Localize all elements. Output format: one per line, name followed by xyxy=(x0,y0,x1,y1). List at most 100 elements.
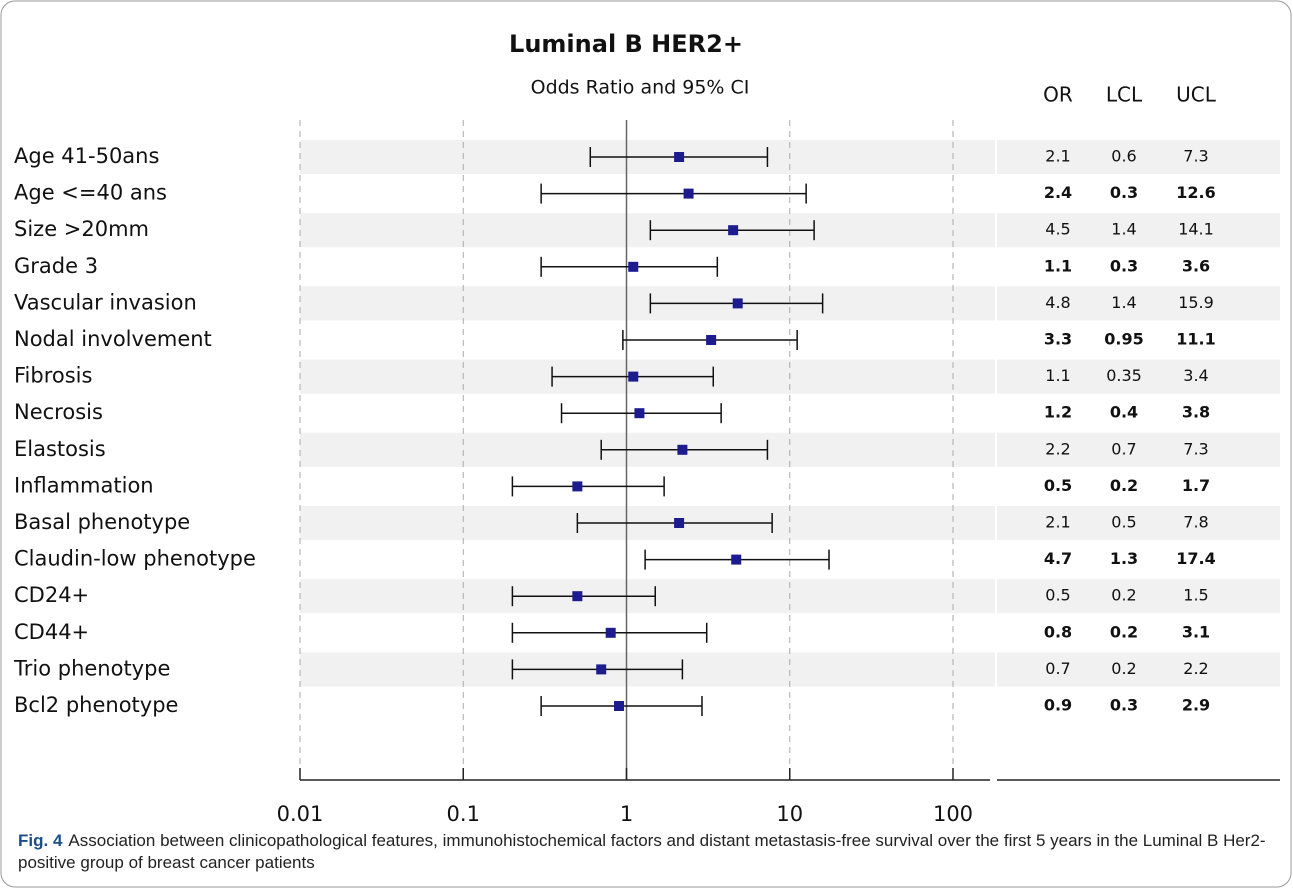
table-cell: 17.4 xyxy=(1176,549,1215,568)
table-cell: 0.4 xyxy=(1110,403,1138,422)
table-cell: 3.8 xyxy=(1182,403,1210,422)
row-label: Basal phenotype xyxy=(14,510,190,534)
table-header: UCL xyxy=(1176,83,1217,107)
table-cell: 0.3 xyxy=(1110,256,1138,275)
row-label: Age 41-50ans xyxy=(14,144,159,168)
row-band xyxy=(997,432,1280,467)
table-cell: 2.1 xyxy=(1045,513,1070,532)
row-band xyxy=(997,213,1280,248)
estimate-marker xyxy=(596,664,607,675)
table-header: OR xyxy=(1043,83,1073,107)
table-cell: 4.7 xyxy=(1044,549,1072,568)
table-cell: 7.3 xyxy=(1183,439,1208,458)
table-cell: 2.9 xyxy=(1182,696,1210,715)
row-label: Fibrosis xyxy=(14,364,92,388)
table-cell: 2.2 xyxy=(1183,659,1208,678)
table-cell: 7.8 xyxy=(1183,513,1208,532)
table-cell: 0.3 xyxy=(1110,183,1138,202)
x-tick-label: 0.1 xyxy=(447,802,480,826)
row-label: Age <=40 ans xyxy=(14,181,167,205)
estimate-marker xyxy=(732,298,743,309)
row-label: Necrosis xyxy=(14,400,103,424)
estimate-marker xyxy=(614,701,625,711)
table-cell: 0.5 xyxy=(1044,476,1072,495)
table-cell: 12.6 xyxy=(1176,183,1215,202)
row-band xyxy=(997,140,1280,174)
row-band xyxy=(997,652,1280,687)
table-cell: 1.7 xyxy=(1182,476,1210,495)
table-cell: 1.1 xyxy=(1044,256,1072,275)
row-label: Nodal involvement xyxy=(14,327,212,351)
estimate-marker xyxy=(706,335,717,345)
table-cell: 3.3 xyxy=(1044,330,1072,349)
table-cell: 4.8 xyxy=(1045,293,1070,312)
x-tick-label: 0.01 xyxy=(277,802,324,826)
table-cell: 0.8 xyxy=(1044,622,1072,641)
x-tick-label: 1 xyxy=(620,802,633,826)
x-tick-label: 100 xyxy=(933,802,973,826)
row-label: CD24+ xyxy=(14,583,89,607)
table-cell: 11.1 xyxy=(1176,330,1215,349)
row-band xyxy=(300,213,995,248)
table-cell: 1.4 xyxy=(1111,220,1136,239)
table-cell: 0.7 xyxy=(1045,659,1070,678)
estimate-marker xyxy=(628,261,639,272)
row-label: Bcl2 phenotype xyxy=(14,693,178,717)
row-label: Trio phenotype xyxy=(13,656,170,680)
row-label: Elastosis xyxy=(14,437,106,461)
table-cell: 0.95 xyxy=(1104,330,1143,349)
table-cell: 1.3 xyxy=(1110,549,1138,568)
estimate-marker xyxy=(634,408,645,419)
table-cell: 3.6 xyxy=(1182,256,1210,275)
table-cell: 0.2 xyxy=(1110,476,1138,495)
row-label: CD44+ xyxy=(14,620,89,644)
table-cell: 15.9 xyxy=(1178,293,1214,312)
estimate-marker xyxy=(677,444,688,455)
row-band xyxy=(997,359,1280,394)
chart-subtitle: Odds Ratio and 95% CI xyxy=(531,77,750,99)
caption-label: Fig. 4 xyxy=(18,831,63,850)
table-cell: 14.1 xyxy=(1178,220,1214,239)
table-cell: 1.1 xyxy=(1045,366,1070,385)
table-cell: 2.1 xyxy=(1045,147,1070,166)
estimate-marker xyxy=(728,225,739,236)
table-cell: 0.6 xyxy=(1111,147,1136,166)
table-cell: 2.2 xyxy=(1045,439,1070,458)
estimate-marker xyxy=(628,371,639,382)
table-cell: 0.2 xyxy=(1111,586,1136,605)
table-cell: 0.5 xyxy=(1111,513,1136,532)
table-header: LCL xyxy=(1106,83,1143,107)
caption: Fig. 4 Association between clinicopatholo… xyxy=(18,830,1268,874)
table-cell: 3.1 xyxy=(1182,622,1210,641)
estimate-marker xyxy=(683,188,694,199)
table-cell: 0.35 xyxy=(1106,366,1142,385)
estimate-marker xyxy=(605,627,616,638)
table-cell: 4.5 xyxy=(1045,220,1070,239)
table-cell: 0.3 xyxy=(1110,696,1138,715)
estimate-marker xyxy=(674,518,685,528)
row-band xyxy=(997,506,1280,540)
caption-text: Association between clinicopathological … xyxy=(18,831,1266,872)
row-label: Grade 3 xyxy=(14,254,98,278)
table-cell: 1.4 xyxy=(1111,293,1136,312)
row-band xyxy=(997,579,1280,614)
row-label: Vascular invasion xyxy=(14,290,197,314)
row-label: Size >20mm xyxy=(14,217,149,241)
table-cell: 7.3 xyxy=(1183,147,1208,166)
table-cell: 1.2 xyxy=(1044,403,1072,422)
table-cell: 0.9 xyxy=(1044,696,1072,715)
row-band xyxy=(300,286,995,321)
estimate-marker xyxy=(674,152,685,162)
x-tick-label: 10 xyxy=(776,802,803,826)
row-band xyxy=(997,286,1280,321)
table-cell: 2.4 xyxy=(1044,183,1072,202)
table-cell: 0.5 xyxy=(1045,586,1070,605)
table-cell: 1.5 xyxy=(1183,586,1208,605)
table-cell: 0.2 xyxy=(1110,622,1138,641)
chart-title: Luminal B HER2+ xyxy=(509,30,743,58)
row-label: Claudin-low phenotype xyxy=(14,547,256,571)
estimate-marker xyxy=(572,481,583,492)
